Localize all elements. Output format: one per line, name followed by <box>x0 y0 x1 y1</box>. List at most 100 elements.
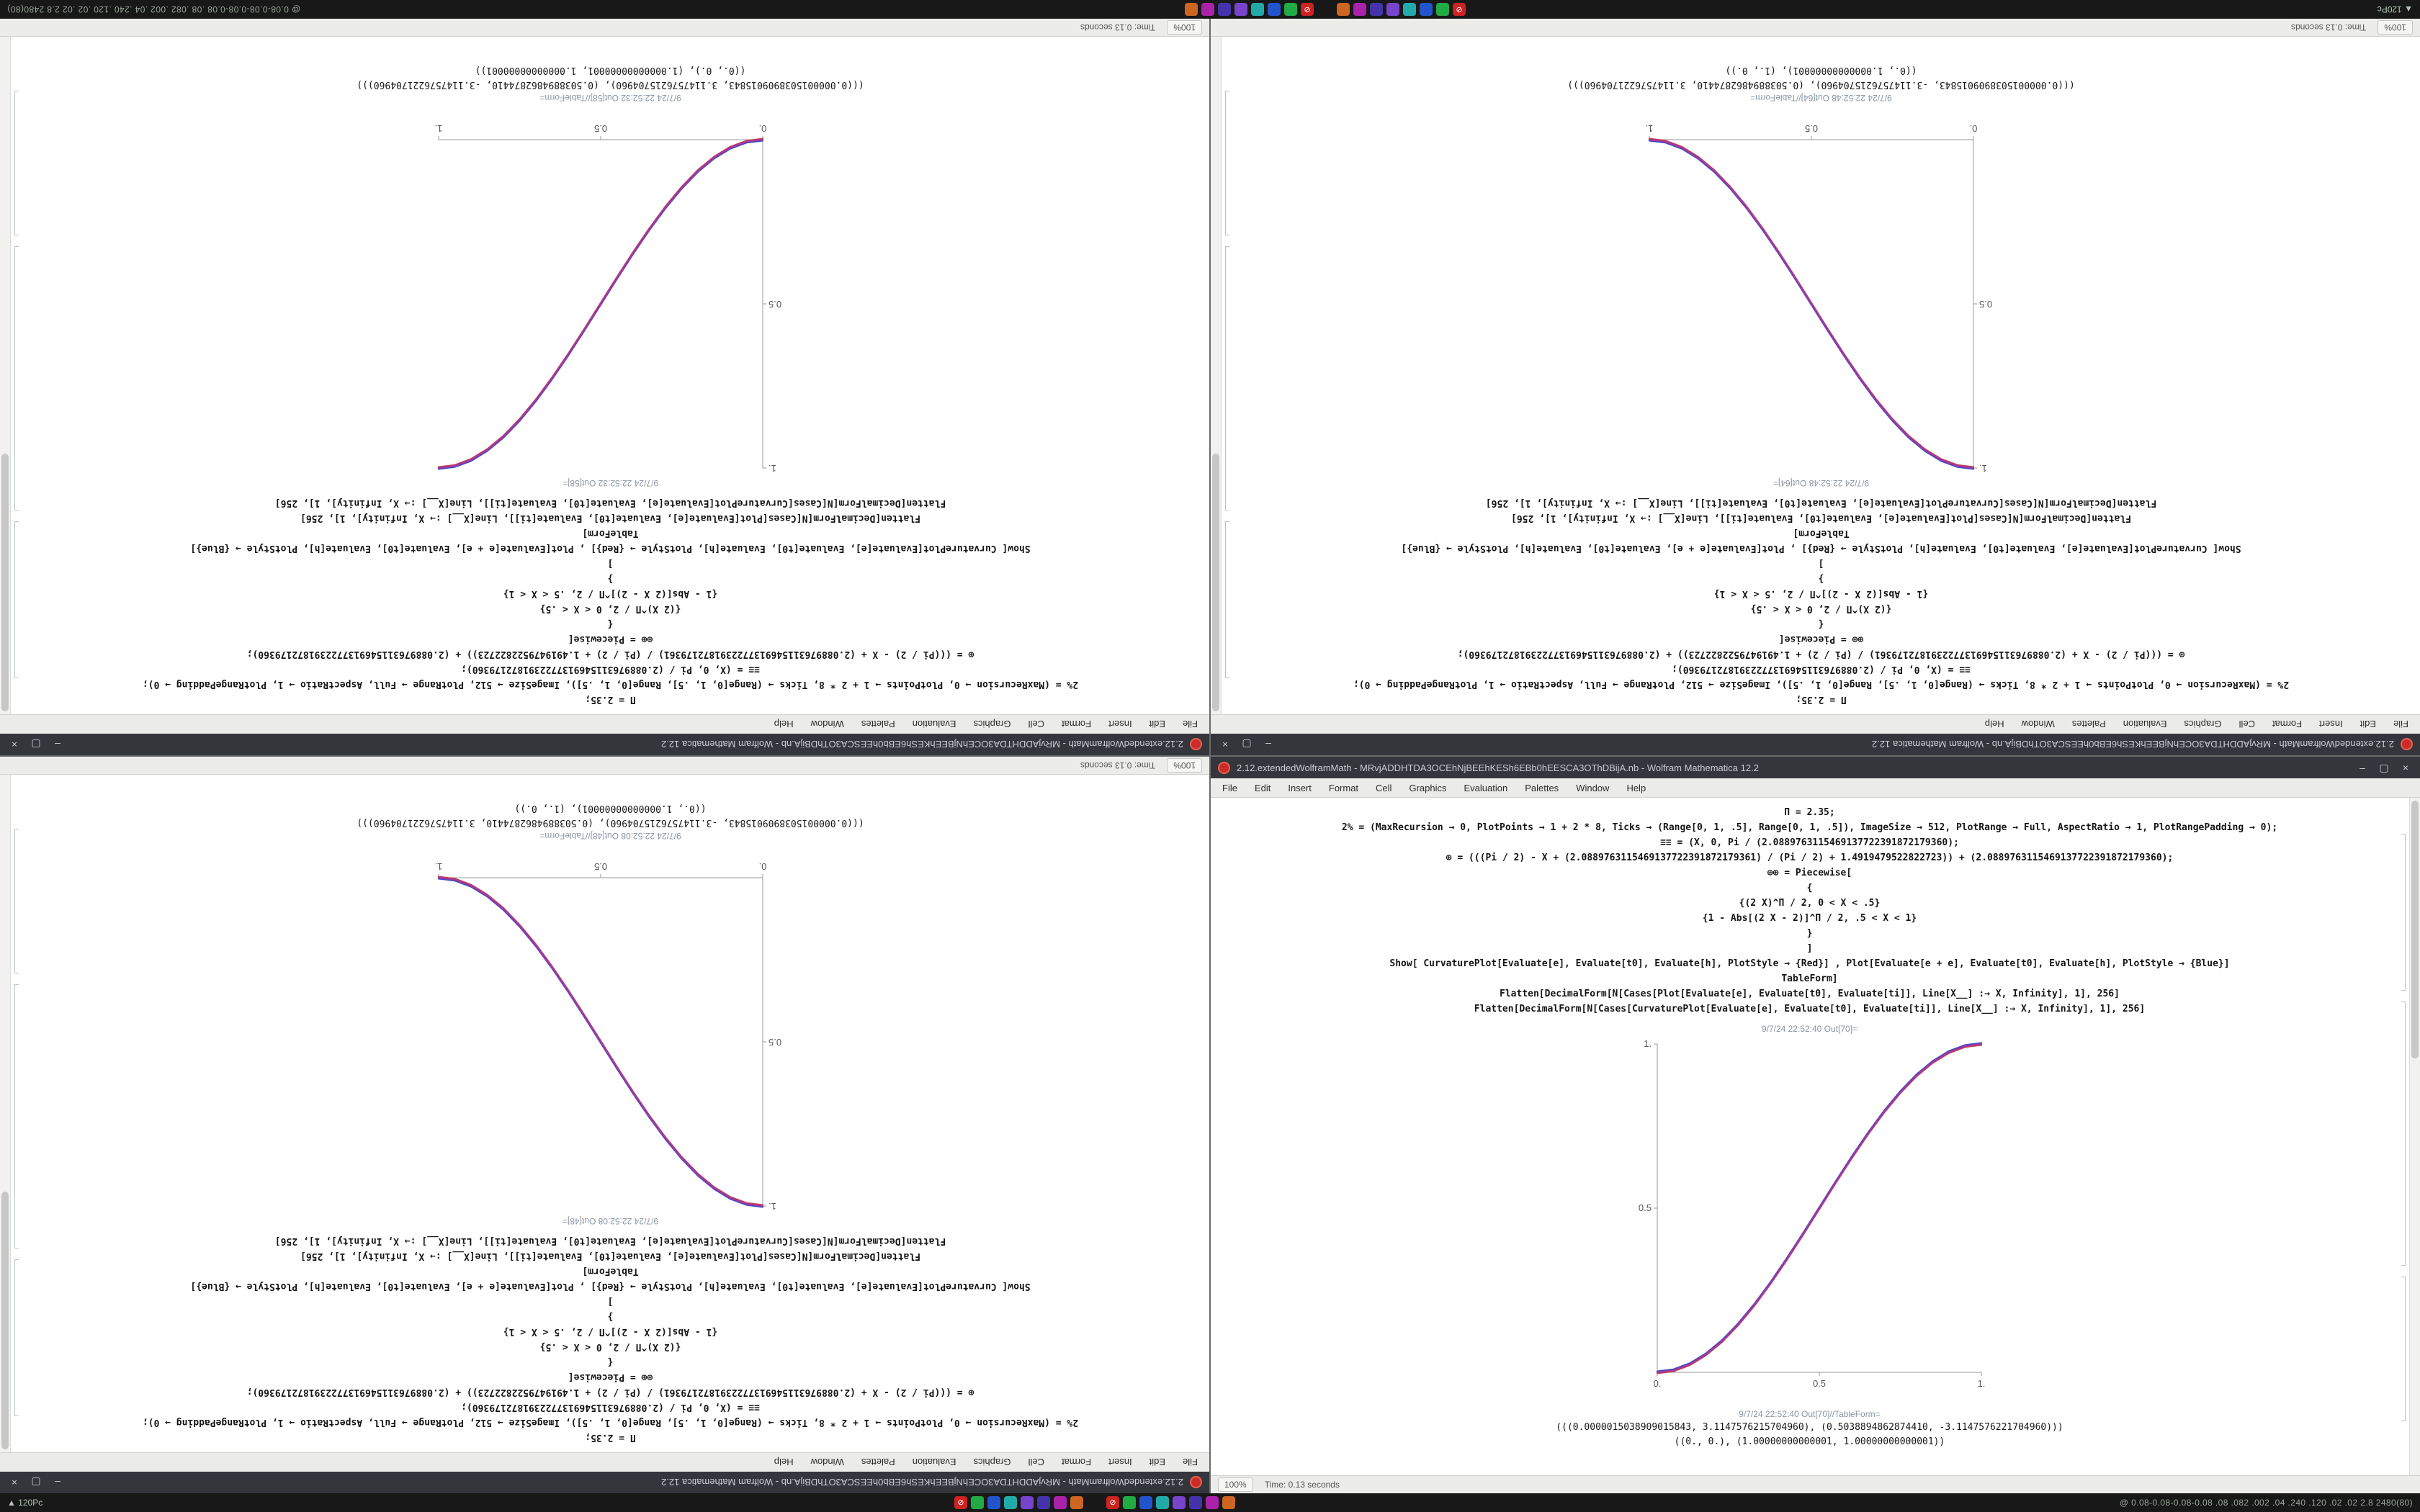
code-line[interactable]: ] <box>1806 943 1813 954</box>
menu-palettes[interactable]: Palettes <box>861 719 895 730</box>
code-line[interactable]: Flatten[DecimalForm[N[Cases[CurvaturePlo… <box>274 498 946 508</box>
code-line[interactable]: TableForm] <box>582 528 639 539</box>
menu-help[interactable]: Help <box>774 1457 794 1468</box>
app-blue-icon[interactable] <box>987 1496 1000 1509</box>
zoom-indicator[interactable]: 100% <box>1167 758 1202 773</box>
menu-window[interactable]: Window <box>2021 719 2055 730</box>
code-line[interactable]: Flatten[DecimalForm[N[Cases[CurvaturePlo… <box>274 1236 946 1246</box>
app-red-kernel-icon[interactable]: ⊘ <box>954 1496 967 1509</box>
code-line[interactable]: ⊕ = (((Pi / 2) - X + (2.0889763115469137… <box>1446 852 2174 863</box>
code-line[interactable]: Π = 2.35; <box>585 694 636 705</box>
code-line[interactable]: Flatten[DecimalForm[N[Cases[Plot[Evaluat… <box>1500 989 2120 999</box>
code-line[interactable]: ≡≡ = (X, 0, Pi / (2.08897631154691377223… <box>1672 664 1971 675</box>
close-button[interactable]: × <box>11 1477 18 1489</box>
app-orange-icon[interactable] <box>1070 1496 1083 1509</box>
code-line[interactable]: { <box>1818 618 1824 629</box>
menu-evaluation[interactable]: Evaluation <box>1464 782 1508 793</box>
code-line[interactable]: Flatten[DecimalForm[N[Cases[Plot[Evaluat… <box>1511 513 2131 523</box>
menu-palettes[interactable]: Palettes <box>2071 719 2106 730</box>
code-line[interactable]: ⊕⊕ = Piecewise[ <box>568 634 653 644</box>
cell-bracket[interactable] <box>1225 90 1229 236</box>
close-button[interactable]: × <box>11 739 18 751</box>
menu-format[interactable]: Format <box>1061 719 1092 730</box>
minimize-button[interactable]: – <box>55 739 60 751</box>
menu-insert[interactable]: Insert <box>1108 719 1132 730</box>
app-blue-icon[interactable] <box>1139 1496 1152 1509</box>
code-line[interactable]: TableForm] <box>1793 528 1850 539</box>
code-line[interactable]: Show[ CurvaturePlot[Evaluate[e], Evaluat… <box>190 1281 1031 1292</box>
code-line[interactable]: Flatten[DecimalForm[N[Cases[CurvaturePlo… <box>1474 1004 2146 1014</box>
cell-bracket[interactable] <box>2401 1276 2406 1422</box>
vertical-scrollbar[interactable] <box>1211 37 1222 714</box>
menu-evaluation[interactable]: Evaluation <box>912 719 956 730</box>
menu-graphics[interactable]: Graphics <box>1409 782 1447 793</box>
code-line[interactable]: 2% = (MaxRecursion → 0, PlotPoints → 1 +… <box>1341 822 2278 833</box>
app-green-icon[interactable] <box>1284 3 1297 16</box>
app-indigo-icon[interactable] <box>1189 1496 1202 1509</box>
menu-graphics[interactable]: Graphics <box>2184 719 2222 730</box>
menu-edit[interactable]: Edit <box>2360 719 2377 730</box>
zoom-indicator[interactable]: 100% <box>2378 20 2413 35</box>
code-line[interactable]: } <box>607 573 614 584</box>
app-teal-icon[interactable] <box>1403 3 1416 16</box>
menu-palettes[interactable]: Palettes <box>1525 782 1559 793</box>
code-line[interactable]: Flatten[DecimalForm[N[Cases[Plot[Evaluat… <box>300 1251 920 1261</box>
maximize-button[interactable]: ▢ <box>1242 739 1252 751</box>
minimize-button[interactable]: – <box>2360 761 2365 773</box>
code-line[interactable]: } <box>1818 573 1824 584</box>
code-line[interactable]: 2% = (MaxRecursion → 0, PlotPoints → 1 +… <box>142 1417 1079 1428</box>
menu-window[interactable]: Window <box>1576 782 1610 793</box>
code-line[interactable]: { <box>1806 883 1813 894</box>
menu-cell[interactable]: Cell <box>1028 719 1044 730</box>
code-line[interactable]: 2% = (MaxRecursion → 0, PlotPoints → 1 +… <box>1353 679 2290 690</box>
cell-bracket[interactable] <box>14 90 19 236</box>
app-indigo-icon[interactable] <box>1370 3 1383 16</box>
cell-bracket[interactable] <box>2401 834 2406 991</box>
app-green-icon[interactable] <box>971 1496 984 1509</box>
code-line[interactable]: {1 - Abs[(2 X - 2)]^Π / 2, .5 < X < 1} <box>503 1326 718 1337</box>
app-green-icon[interactable] <box>1436 3 1449 16</box>
code-line[interactable]: ] <box>1818 558 1824 569</box>
app-magenta-icon[interactable] <box>1353 3 1366 16</box>
code-line[interactable]: } <box>607 1311 614 1322</box>
app-purple-icon[interactable] <box>1021 1496 1034 1509</box>
menu-edit[interactable]: Edit <box>1149 1457 1166 1468</box>
code-line[interactable]: 2% = (MaxRecursion → 0, PlotPoints → 1 +… <box>142 679 1079 690</box>
menu-cell[interactable]: Cell <box>2238 719 2255 730</box>
vertical-scrollbar[interactable] <box>0 37 11 714</box>
code-line[interactable]: Show[ CurvaturePlot[Evaluate[e], Evaluat… <box>1401 543 2241 554</box>
menu-graphics[interactable]: Graphics <box>973 719 1011 730</box>
menu-insert[interactable]: Insert <box>1108 1457 1132 1468</box>
app-teal-icon[interactable] <box>1156 1496 1169 1509</box>
code-line[interactable]: ⊕ = (((Pi / 2) - X + (2.0889763115469137… <box>1457 649 2185 660</box>
scrollbar-thumb[interactable] <box>1 454 9 711</box>
maximize-button[interactable]: ▢ <box>2379 761 2389 773</box>
app-purple-icon[interactable] <box>1386 3 1399 16</box>
code-line[interactable]: TableForm] <box>582 1266 639 1277</box>
minimize-button[interactable]: – <box>55 1477 60 1489</box>
app-orange-icon[interactable] <box>1337 3 1350 16</box>
titlebar[interactable]: 2.12.extendedWolframMath - MRvjADDHTDA3O… <box>0 734 1209 755</box>
minimize-button[interactable]: – <box>1265 739 1271 751</box>
cell-bracket[interactable] <box>2401 1001 2406 1266</box>
menu-format[interactable]: Format <box>1061 1457 1092 1468</box>
menu-graphics[interactable]: Graphics <box>973 1457 1011 1468</box>
app-magenta-icon[interactable] <box>1054 1496 1067 1509</box>
menu-help[interactable]: Help <box>1626 782 1646 793</box>
code-line[interactable]: {(2 X)^Π / 2, 0 < X < .5} <box>539 1341 681 1352</box>
scrollbar-thumb[interactable] <box>1212 454 1219 711</box>
code-line[interactable]: ≡≡ = (X, 0, Pi / (2.08897631154691377223… <box>461 664 760 675</box>
menu-file[interactable]: File <box>1222 782 1237 793</box>
menu-palettes[interactable]: Palettes <box>861 1457 895 1468</box>
code-line[interactable]: {1 - Abs[(2 X - 2)]^Π / 2, .5 < X < 1} <box>503 588 718 599</box>
menu-insert[interactable]: Insert <box>2319 719 2343 730</box>
code-line[interactable]: Flatten[DecimalForm[N[Cases[Plot[Evaluat… <box>300 513 920 523</box>
menu-insert[interactable]: Insert <box>1288 782 1312 793</box>
menu-cell[interactable]: Cell <box>1028 1457 1044 1468</box>
code-line[interactable]: {(2 X)^Π / 2, 0 < X < .5} <box>539 603 681 614</box>
code-line[interactable]: ⊕⊕ = Piecewise[ <box>568 1372 653 1382</box>
titlebar[interactable]: 2.12.extendedWolframMath - MRvjADDHTDA3O… <box>1211 734 2420 755</box>
code-line[interactable]: Flatten[DecimalForm[N[Cases[CurvaturePlo… <box>1485 498 2157 508</box>
menu-evaluation[interactable]: Evaluation <box>2123 719 2167 730</box>
app-orange-icon[interactable] <box>1185 3 1198 16</box>
